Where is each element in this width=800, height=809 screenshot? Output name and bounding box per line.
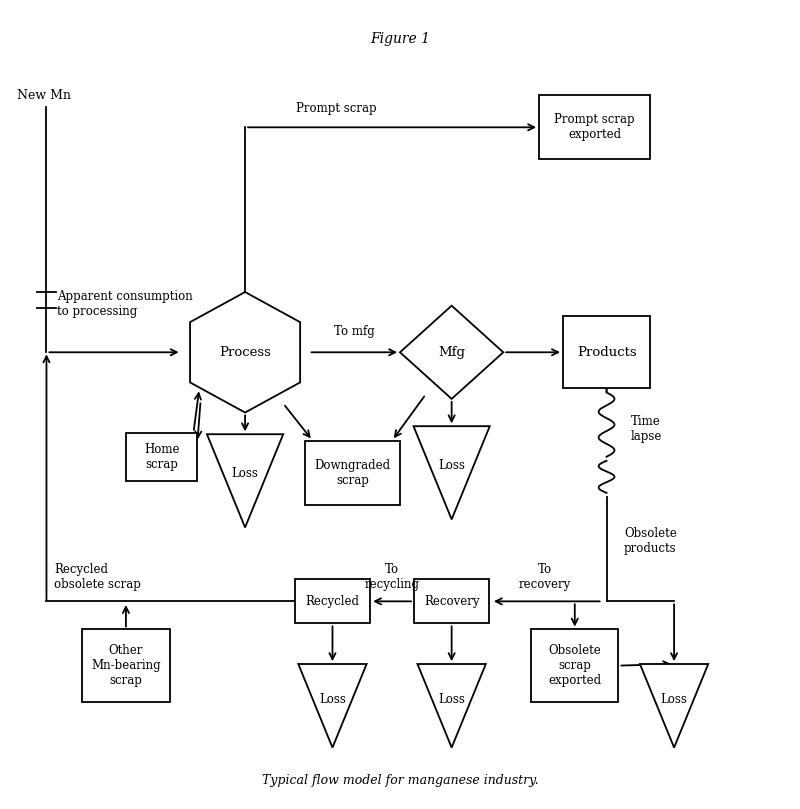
Text: Apparent consumption
to processing: Apparent consumption to processing	[57, 290, 193, 318]
Text: Loss: Loss	[319, 693, 346, 706]
Text: To
recycling: To recycling	[365, 563, 419, 591]
Text: Obsolete
products: Obsolete products	[624, 527, 677, 555]
Text: To
recovery: To recovery	[519, 563, 571, 591]
Text: Recycled: Recycled	[306, 595, 359, 608]
FancyBboxPatch shape	[305, 441, 400, 505]
Text: Loss: Loss	[232, 468, 258, 481]
Text: Loss: Loss	[661, 693, 687, 706]
Text: Process: Process	[219, 345, 271, 358]
Text: Prompt scrap: Prompt scrap	[296, 102, 377, 115]
Polygon shape	[640, 664, 708, 748]
Text: Downgraded
scrap: Downgraded scrap	[314, 459, 390, 487]
Text: To mfg: To mfg	[334, 325, 374, 338]
FancyBboxPatch shape	[126, 433, 198, 481]
Text: Other
Mn-bearing
scrap: Other Mn-bearing scrap	[91, 644, 161, 687]
Text: Products: Products	[577, 345, 636, 358]
FancyBboxPatch shape	[563, 316, 650, 388]
FancyBboxPatch shape	[531, 629, 618, 701]
FancyBboxPatch shape	[294, 579, 370, 624]
Text: Prompt scrap
exported: Prompt scrap exported	[554, 113, 635, 142]
Text: Home
scrap: Home scrap	[144, 443, 179, 471]
Text: Loss: Loss	[438, 460, 465, 472]
Text: Recycled
obsolete scrap: Recycled obsolete scrap	[54, 563, 142, 591]
Polygon shape	[400, 306, 503, 399]
FancyBboxPatch shape	[82, 629, 170, 701]
Polygon shape	[418, 664, 486, 748]
Polygon shape	[207, 434, 283, 527]
Polygon shape	[190, 292, 300, 413]
Polygon shape	[414, 426, 490, 519]
Text: Recovery: Recovery	[424, 595, 479, 608]
FancyBboxPatch shape	[539, 95, 650, 159]
Text: Obsolete
scrap
exported: Obsolete scrap exported	[548, 644, 602, 687]
Text: Figure 1: Figure 1	[370, 32, 430, 46]
Text: Loss: Loss	[438, 693, 465, 706]
Polygon shape	[298, 664, 366, 748]
Text: Mfg: Mfg	[438, 345, 465, 358]
Text: New Mn: New Mn	[17, 89, 71, 102]
Text: Time
lapse: Time lapse	[630, 414, 662, 443]
FancyBboxPatch shape	[414, 579, 490, 624]
Text: Typical flow model for manganese industry.: Typical flow model for manganese industr…	[262, 774, 538, 787]
